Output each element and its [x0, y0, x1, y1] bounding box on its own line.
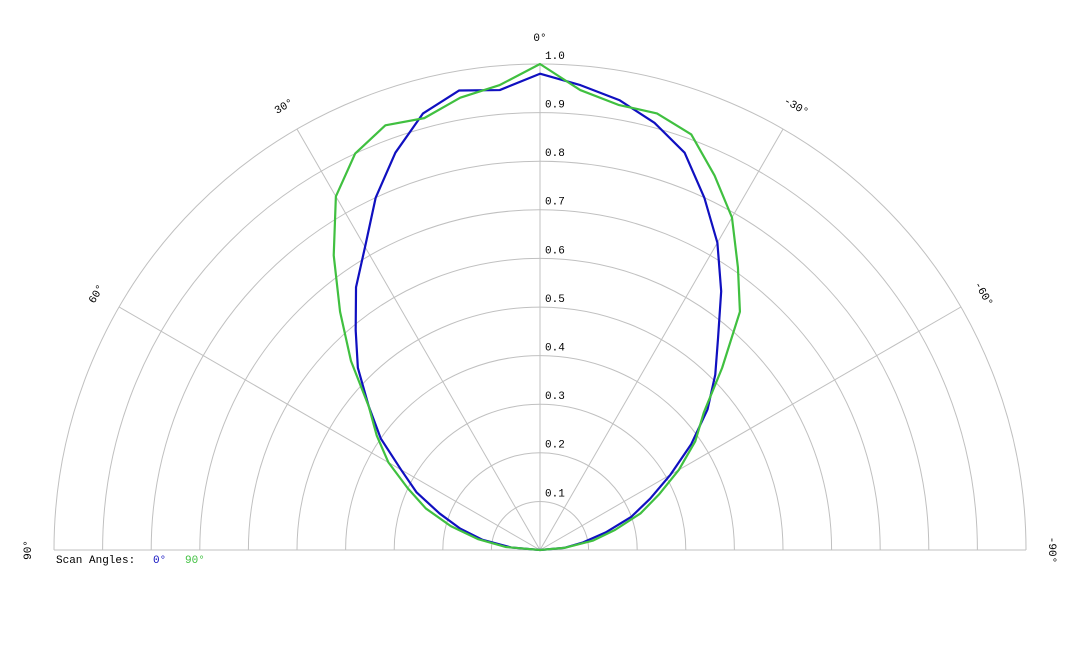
r-tick-label: 0.5 [545, 294, 565, 306]
grid-spoke [539, 128, 784, 551]
grid-spoke [296, 128, 541, 551]
r-tick-label: 0.8 [545, 148, 565, 160]
r-tick-label: 0.9 [545, 100, 565, 112]
legend-title: Scan Angles: [56, 555, 135, 567]
r-tick-label: 0.6 [545, 245, 565, 257]
angle-tick-label: 60° [87, 283, 107, 306]
r-tick-label: 0.3 [545, 391, 565, 403]
angle-tick-label: -60° [971, 280, 995, 309]
angle-tick-label: 30° [273, 97, 296, 117]
legend-entry: 0° [153, 555, 166, 567]
angle-tick-label: 0° [533, 33, 546, 45]
r-tick-label: 1.0 [545, 51, 565, 63]
r-tick-label: 0.7 [545, 197, 565, 209]
angle-tick-label: -30° [781, 96, 810, 120]
series-line [354, 72, 723, 552]
angle-tick-label: -90° [1045, 537, 1057, 563]
angle-tick-label: 90° [23, 540, 35, 560]
legend-entry: 90° [185, 555, 205, 567]
r-tick-label: 0.4 [545, 343, 565, 355]
series-line [332, 62, 742, 552]
grid-spoke [539, 306, 962, 551]
r-tick-label: 0.2 [545, 440, 565, 452]
grid-spoke [118, 306, 541, 551]
r-tick-label: 0.1 [545, 488, 565, 500]
